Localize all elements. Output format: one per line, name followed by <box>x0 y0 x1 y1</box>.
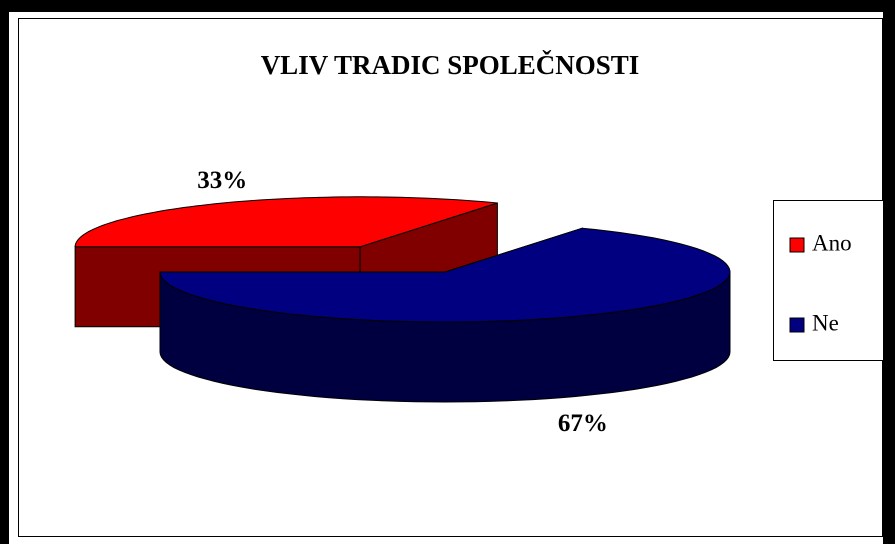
chart-title: VLIV TRADIC SPOLEČNOSTI <box>261 50 640 80</box>
legend-swatch <box>789 317 805 333</box>
legend-box <box>773 200 884 361</box>
legend-swatch <box>789 237 805 253</box>
slice <box>74 196 498 248</box>
data-label: 67% <box>558 410 608 437</box>
legend-label: Ne <box>812 310 839 335</box>
data-label: 33% <box>197 167 247 194</box>
legend-label: Ano <box>812 230 852 255</box>
slice <box>159 227 731 323</box>
